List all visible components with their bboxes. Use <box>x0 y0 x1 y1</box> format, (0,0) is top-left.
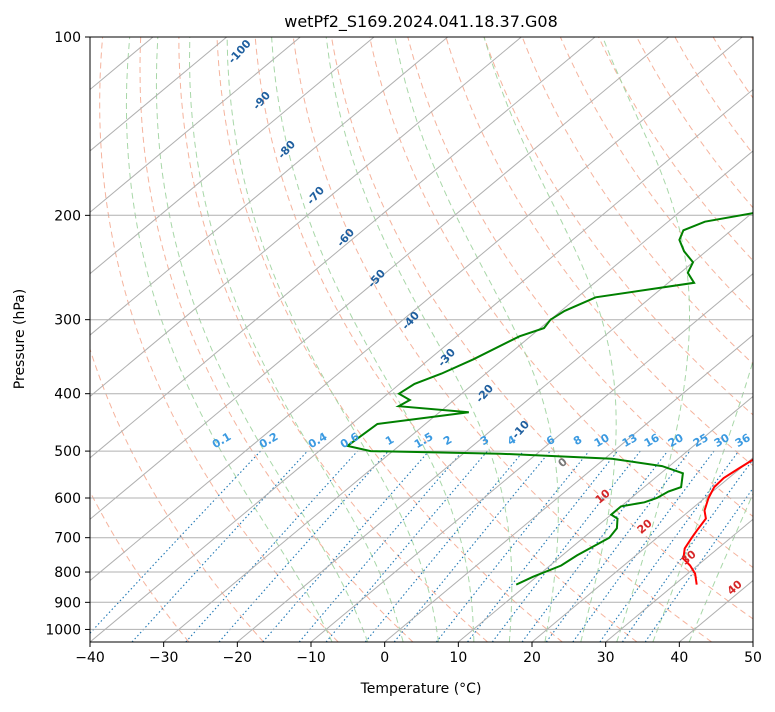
x-tick-label: 20 <box>523 650 541 666</box>
y-tick-label: 800 <box>54 565 81 581</box>
x-tick-label: −40 <box>75 650 105 666</box>
y-tick-label: 300 <box>54 313 81 329</box>
y-tick-label: 1000 <box>45 622 81 638</box>
chart-title: wetPf2_S169.2024.041.18.37.G08 <box>284 12 558 32</box>
x-tick-label: 10 <box>449 650 467 666</box>
x-axis-label: Temperature (°C) <box>360 681 482 697</box>
plot-background <box>90 37 753 642</box>
y-tick-label: 100 <box>54 30 81 46</box>
x-tick-label: −10 <box>296 650 326 666</box>
y-tick-label: 900 <box>54 595 81 611</box>
y-tick-label: 500 <box>54 444 81 460</box>
y-tick-label: 400 <box>54 387 81 403</box>
x-tick-label: −20 <box>223 650 253 666</box>
y-tick-label: 600 <box>54 491 81 507</box>
x-tick-label: −30 <box>149 650 179 666</box>
x-tick-label: 50 <box>744 650 762 666</box>
x-tick-label: 30 <box>597 650 615 666</box>
y-tick-label: 700 <box>54 531 81 547</box>
x-tick-label: 0 <box>380 650 389 666</box>
x-tick-label: 40 <box>670 650 688 666</box>
y-tick-label: 200 <box>54 208 81 224</box>
y-axis-label: Pressure (hPa) <box>12 289 28 389</box>
